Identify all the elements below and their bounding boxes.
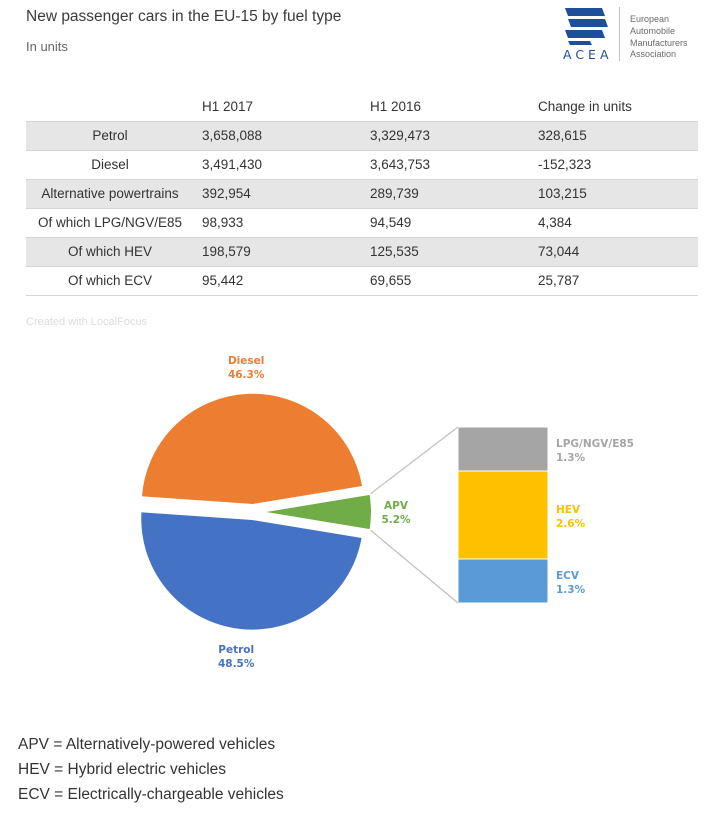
abbreviation-note: ECV = Electrically-chargeable vehicles — [18, 786, 284, 803]
cell-h1-2017: 95,442 — [194, 265, 362, 296]
cell-change: 73,044 — [530, 236, 698, 266]
registrations-table: H1 2017 H1 2016 Change in units Petrol 3… — [26, 92, 698, 296]
logo-association-name: European Automobile Manufacturers Associ… — [630, 14, 688, 61]
cell-h1-2017: 3,491,430 — [194, 149, 362, 179]
acea-logo: ACEA European Automobile Manufacturers A… — [562, 6, 712, 66]
table-row: Petrol 3,658,088 3,329,473 328,615 — [26, 120, 698, 150]
cell-change: -152,323 — [530, 149, 698, 179]
page-subtitle: In units — [26, 39, 68, 54]
table-row: Of which HEV 198,579 125,535 73,044 — [26, 236, 698, 266]
cell-change: 25,787 — [530, 265, 698, 296]
logo-name-line: Automobile — [630, 25, 676, 36]
cell-h1-2016: 3,643,753 — [362, 149, 530, 179]
column-header-change: Change in units — [538, 98, 632, 114]
logo-divider — [619, 7, 620, 61]
cell-h1-2016: 125,535 — [362, 236, 530, 266]
table-row: Of which LPG/NGV/E85 98,933 94,549 4,384 — [26, 207, 698, 237]
cell-h1-2016: 3,329,473 — [362, 120, 530, 150]
abbreviation-note: HEV = Hybrid electric vehicles — [18, 761, 227, 778]
breakdown-segment-ecv — [457, 558, 549, 604]
connector-line-bottom — [370, 529, 459, 604]
row-label: Of which ECV — [26, 265, 194, 296]
logo-name-line: Association — [630, 49, 677, 60]
breakdown-label-lpg-ngv-e85: LPG/NGV/E85 — [556, 438, 634, 450]
logo-acronym: ACEA — [563, 47, 613, 62]
acea-logo-mark — [565, 8, 608, 45]
logo-name-line: European — [630, 14, 670, 24]
table-row: Of which ECV 95,442 69,655 25,787 — [26, 265, 698, 296]
cell-h1-2017: 98,933 — [194, 207, 362, 237]
slice-value-petrol: 48.5% — [218, 658, 255, 670]
logo-name-line: Manufacturers — [630, 37, 688, 48]
cell-h1-2016: 69,655 — [362, 265, 530, 296]
breakdown-value-ecv: 1.3% — [556, 584, 586, 596]
table-header-row: H1 2017 H1 2016 Change in units — [26, 92, 698, 121]
chart-credit: Created with LocalFocus — [26, 316, 148, 328]
cell-h1-2017: 3,658,088 — [194, 120, 362, 150]
breakdown-segment-hev — [457, 470, 549, 560]
row-label: Of which HEV — [26, 236, 194, 266]
connector-line-top — [370, 426, 459, 495]
breakdown-value-hev: 2.6% — [556, 518, 586, 530]
pie-slice-diesel — [139, 391, 365, 507]
cell-change: 328,615 — [530, 120, 698, 150]
slice-label-diesel: Diesel — [228, 355, 264, 367]
breakdown-label-hev: HEV — [556, 504, 581, 516]
breakdown-segment-lpg-ngv-e85 — [457, 426, 549, 472]
table-row: Alternative powertrains 392,954 289,739 … — [26, 178, 698, 208]
cell-h1-2016: 94,549 — [362, 207, 530, 237]
cell-h1-2017: 392,954 — [194, 178, 362, 208]
slice-value-diesel: 46.3% — [228, 369, 265, 381]
row-label: Of which LPG/NGV/E85 — [26, 207, 194, 237]
cell-change: 4,384 — [530, 207, 698, 237]
table-row: Diesel 3,491,430 3,643,753 -152,323 — [26, 149, 698, 179]
slice-label-petrol: Petrol — [218, 644, 254, 656]
pie-slice-petrol — [139, 510, 364, 632]
row-label: Petrol — [26, 120, 194, 150]
fuel-type-pie-chart: Petrol 48.5% Diesel 46.3% APV 5.2% LPG/NGV/E85… — [139, 355, 634, 670]
slice-value-apv: 5.2% — [381, 514, 411, 526]
cell-h1-2017: 198,579 — [194, 236, 362, 266]
column-header-label — [26, 92, 194, 121]
cell-h1-2016: 289,739 — [362, 178, 530, 208]
page-title: New passenger cars in the EU-15 by fuel … — [26, 8, 342, 25]
abbreviation-notes: APV = Alternatively-powered vehicles HEV… — [18, 732, 284, 807]
abbreviation-note: APV = Alternatively-powered vehicles — [18, 736, 276, 753]
column-header-h1-2017: H1 2017 — [202, 98, 254, 114]
row-label: Alternative powertrains — [26, 178, 194, 208]
pie-slice-apv — [259, 492, 373, 532]
breakdown-label-ecv: ECV — [556, 570, 580, 582]
row-label: Diesel — [26, 149, 194, 179]
breakdown-value-lpg-ngv-e85: 1.3% — [556, 452, 586, 464]
cell-change: 103,215 — [530, 178, 698, 208]
slice-label-apv: APV — [384, 500, 409, 512]
column-header-h1-2016: H1 2016 — [370, 98, 422, 114]
